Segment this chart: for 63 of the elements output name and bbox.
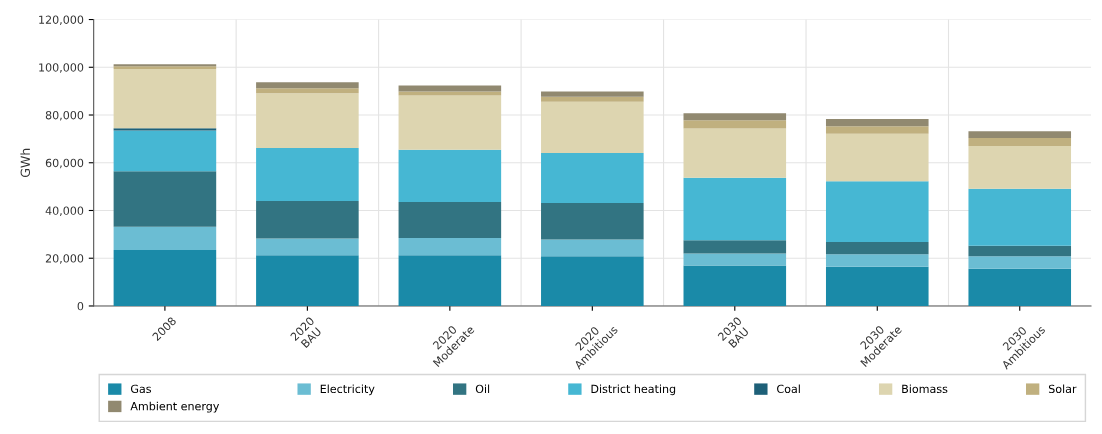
bar: [113, 128, 217, 131]
bar: [113, 68, 217, 129]
bar: [398, 255, 502, 306]
bar: [968, 137, 1072, 147]
bar: [683, 177, 787, 241]
bar: [825, 126, 929, 134]
bar: [541, 256, 644, 306]
legend-label: Solar: [1048, 384, 1077, 394]
y-tick-label: 40,000: [45, 206, 84, 216]
bar: [398, 237, 502, 256]
y-tick-label: 60,000: [45, 158, 84, 169]
legend-label: Ambient energy: [130, 401, 220, 413]
bar: [398, 149, 502, 202]
bar: [256, 147, 359, 201]
legend-label: Oil: [475, 384, 490, 394]
bar: [968, 131, 1072, 138]
legend-label: Electricity: [320, 384, 375, 396]
bar: [825, 254, 929, 267]
y-axis-title: GWh: [20, 148, 31, 178]
bar: [683, 128, 787, 178]
bar: [825, 119, 929, 127]
bar: [256, 255, 359, 306]
bar: [256, 88, 359, 94]
bar: [968, 256, 1072, 269]
bar: [113, 249, 217, 306]
legend-label: District heating: [591, 384, 676, 396]
bar: [541, 91, 644, 97]
bar: [683, 253, 787, 266]
bar: [825, 181, 929, 242]
bar: [683, 113, 787, 121]
y-tick-label: 0: [77, 301, 84, 311]
bar: [683, 265, 787, 306]
bar: [398, 85, 502, 92]
bar: [825, 242, 929, 255]
y-tick-label: 120,000: [39, 15, 84, 26]
bar: [113, 171, 217, 227]
bar: [683, 240, 787, 254]
legend-label: Gas: [130, 384, 151, 394]
bar: [541, 203, 644, 240]
bar: [113, 130, 217, 172]
bar: [256, 200, 359, 239]
bar: [825, 133, 929, 182]
bar: [968, 245, 1072, 257]
bar: [683, 120, 787, 129]
y-tick-label: 20,000: [45, 254, 84, 264]
legend-label: Biomass: [902, 384, 948, 394]
bar: [256, 93, 359, 148]
bar: [541, 96, 644, 102]
bar: [256, 82, 359, 89]
y-tick-label: 100,000: [39, 63, 84, 73]
bar: [398, 95, 502, 150]
bar: [968, 188, 1072, 246]
bar: [256, 238, 359, 256]
legend-label: Coal: [777, 384, 800, 394]
bar: [113, 226, 217, 250]
bar: [968, 146, 1072, 189]
bar: [968, 268, 1072, 306]
bar: [541, 239, 644, 257]
y-tick-label: 80,000: [45, 110, 84, 121]
bar: [541, 152, 644, 204]
bar: [398, 201, 502, 238]
bar: [825, 266, 929, 306]
bar: [541, 101, 644, 153]
